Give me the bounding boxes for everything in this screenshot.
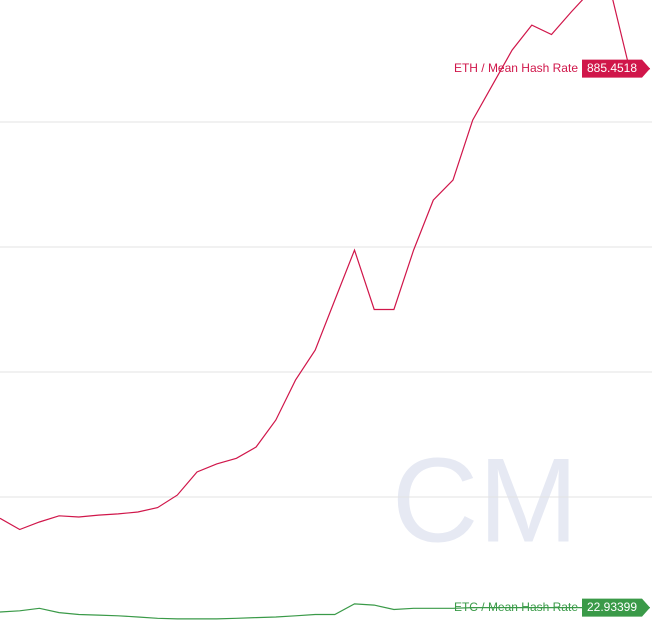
labels: ETH / Mean Hash Rate 885.4518 ETC / Mean H…: [454, 59, 650, 617]
series-name: ETC / Mean Hash Rate: [454, 600, 578, 614]
value-label: 22.93399: [587, 600, 637, 614]
value-box: [582, 59, 650, 78]
series-line: [0, 603, 651, 620]
series-name: ETH / Mean Hash Rate: [454, 61, 578, 75]
watermark: CM: [392, 434, 579, 568]
value-box: [582, 598, 650, 617]
plot-area: [0, 0, 651, 620]
value-label: 885.4518: [587, 61, 637, 75]
series-line: [0, 0, 651, 531]
grid: [0, 121, 652, 498]
